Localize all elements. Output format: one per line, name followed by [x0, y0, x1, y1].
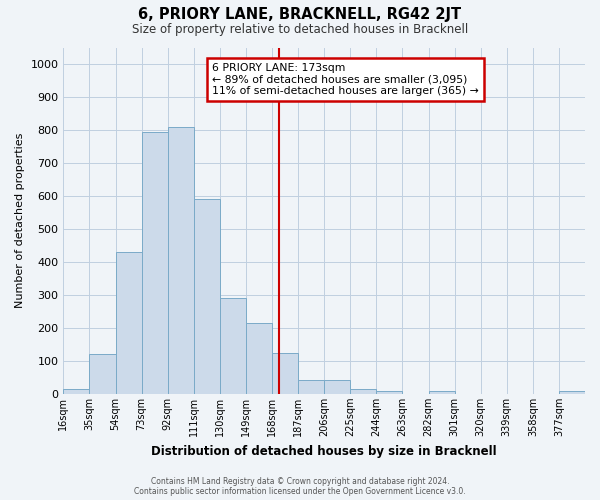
Text: Size of property relative to detached houses in Bracknell: Size of property relative to detached ho…: [132, 22, 468, 36]
Text: Contains HM Land Registry data © Crown copyright and database right 2024.
Contai: Contains HM Land Registry data © Crown c…: [134, 476, 466, 496]
Bar: [116, 252, 142, 394]
Bar: [64, 389, 89, 394]
Bar: [220, 298, 246, 394]
Bar: [168, 126, 194, 394]
Bar: [559, 391, 585, 394]
Bar: [246, 323, 272, 394]
Bar: [298, 380, 324, 394]
Y-axis label: Number of detached properties: Number of detached properties: [15, 133, 25, 308]
Bar: [142, 132, 168, 394]
Text: 6, PRIORY LANE, BRACKNELL, RG42 2JT: 6, PRIORY LANE, BRACKNELL, RG42 2JT: [139, 8, 461, 22]
Bar: [376, 391, 403, 394]
Bar: [89, 354, 116, 394]
Bar: [194, 200, 220, 394]
Bar: [428, 391, 455, 394]
Bar: [350, 389, 376, 394]
Bar: [272, 352, 298, 394]
X-axis label: Distribution of detached houses by size in Bracknell: Distribution of detached houses by size …: [151, 444, 497, 458]
Text: 6 PRIORY LANE: 173sqm
← 89% of detached houses are smaller (3,095)
11% of semi-d: 6 PRIORY LANE: 173sqm ← 89% of detached …: [212, 63, 479, 96]
Bar: [324, 380, 350, 394]
